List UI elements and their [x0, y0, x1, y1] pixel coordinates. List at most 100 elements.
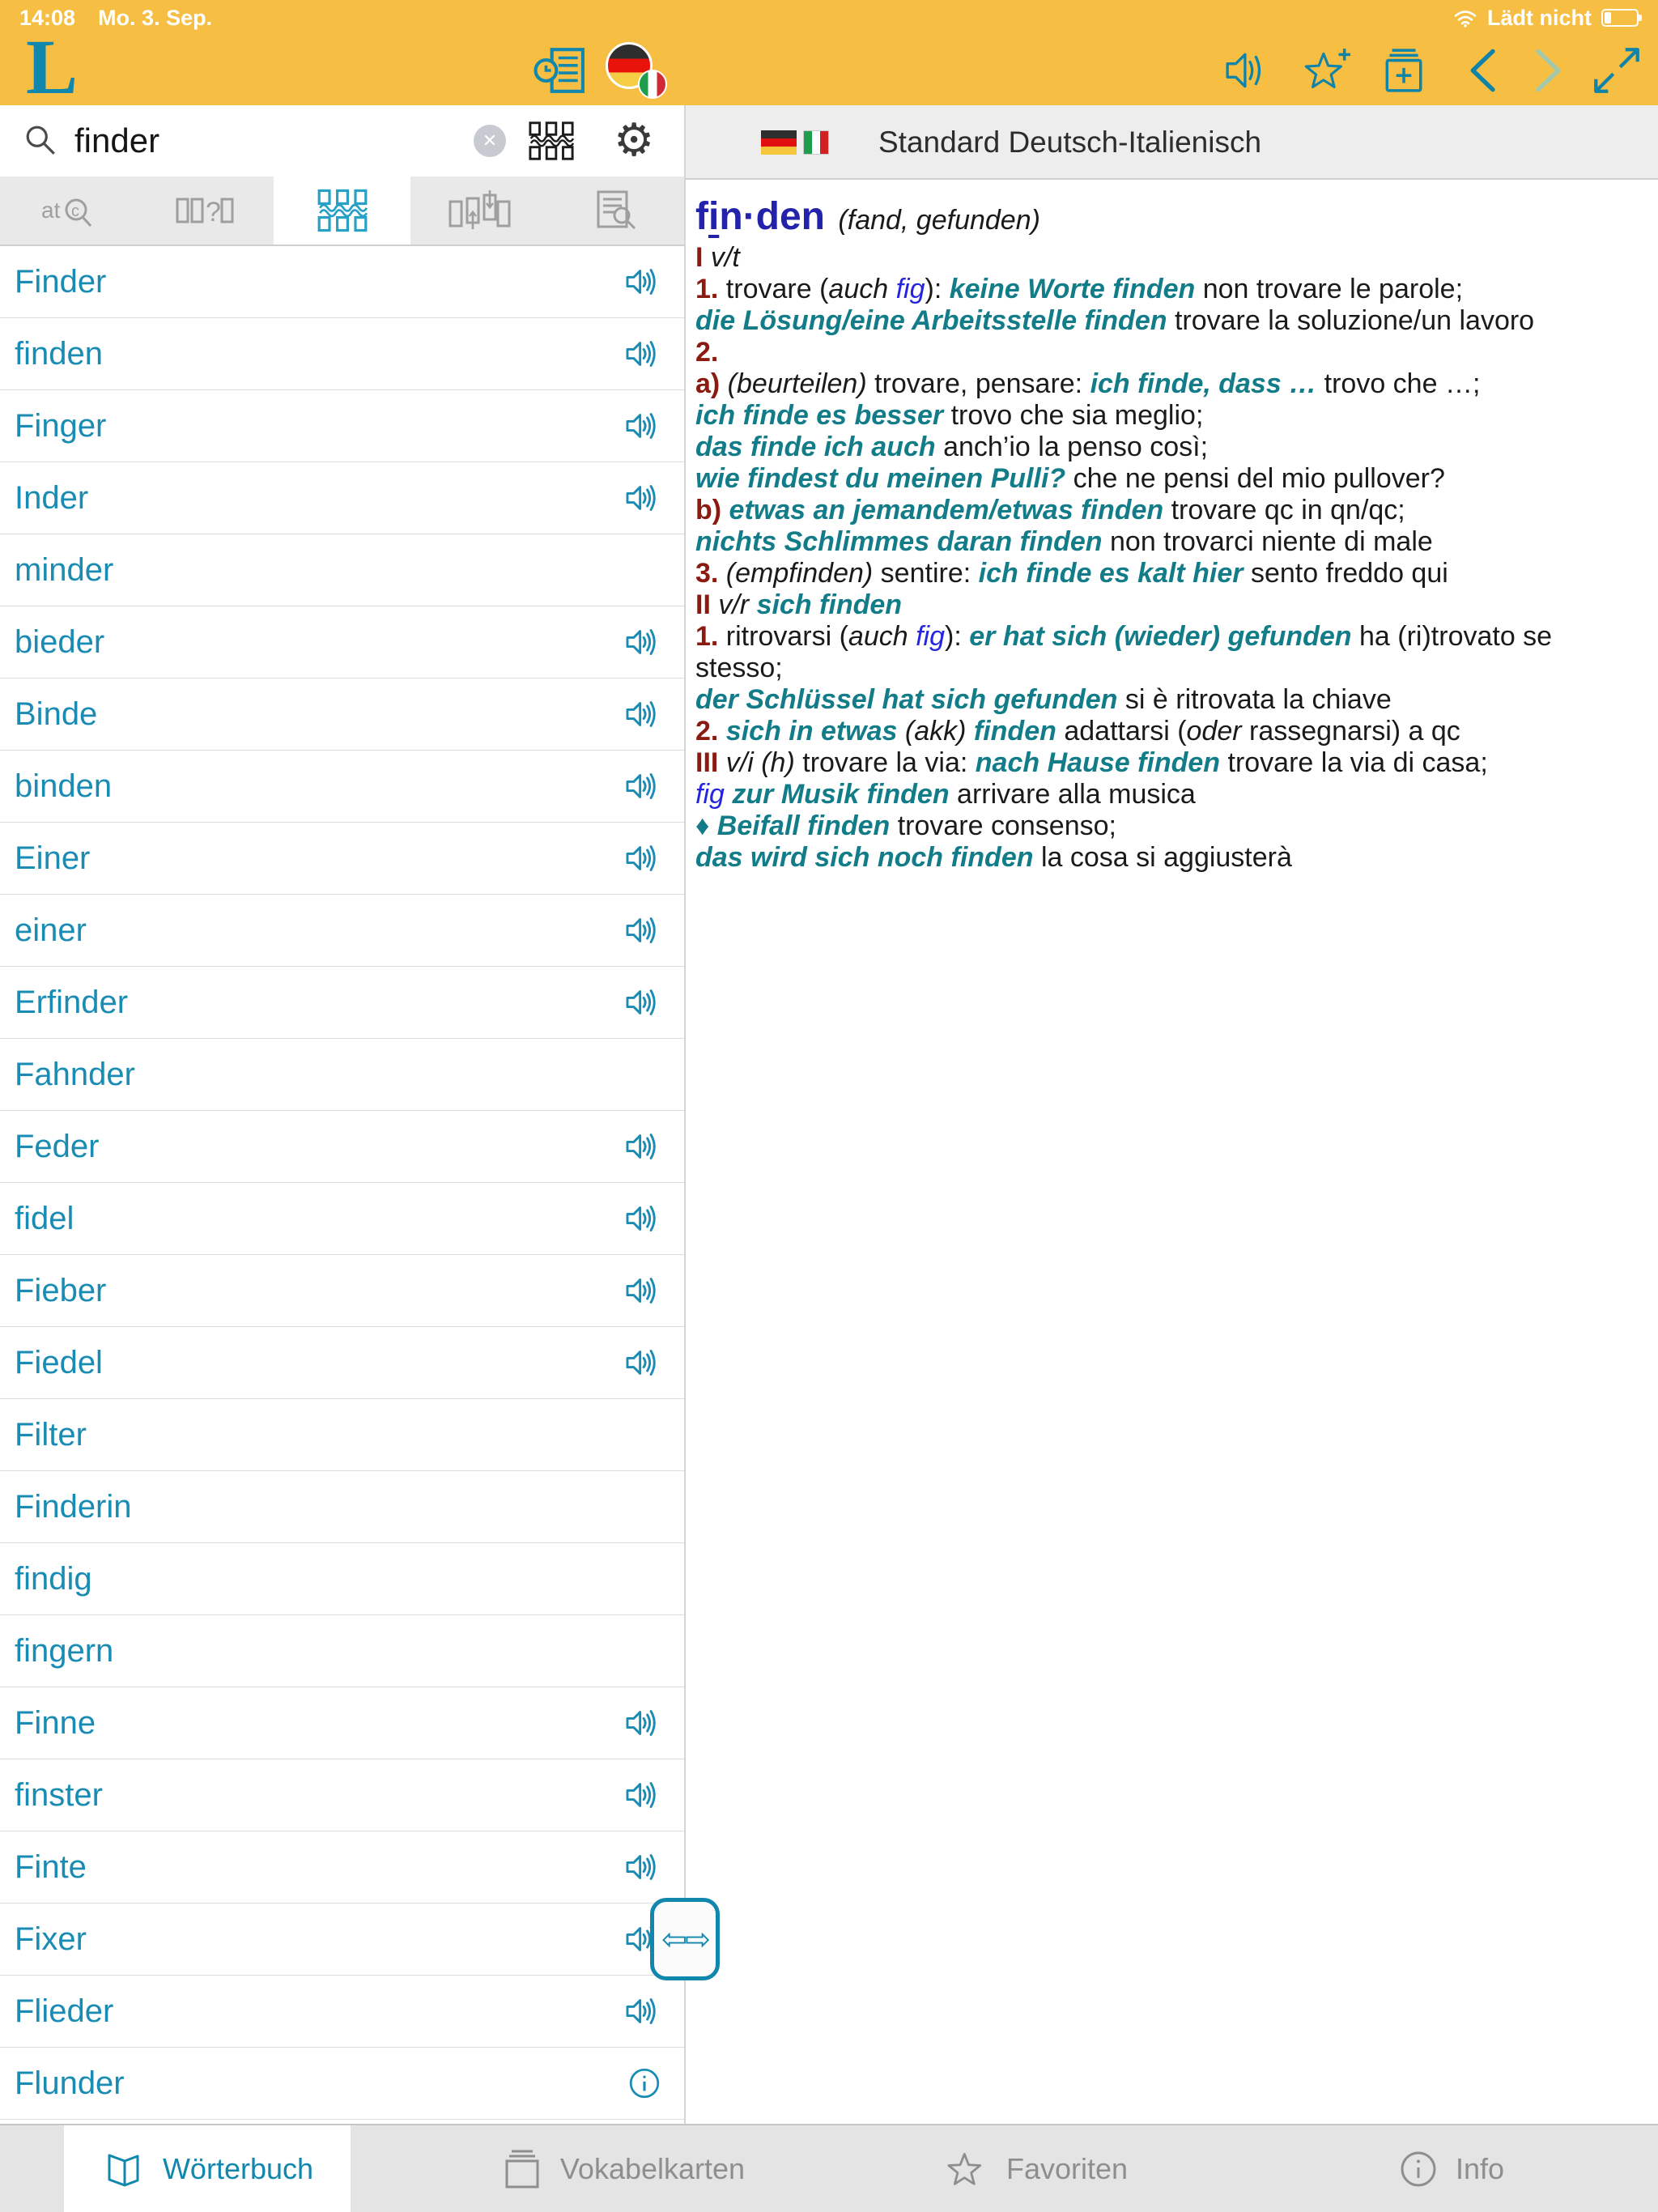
speaker-icon[interactable] [624, 699, 661, 730]
speaker-icon[interactable] [624, 338, 661, 369]
language-direction-button[interactable] [601, 36, 675, 105]
speaker-icon[interactable] [624, 1203, 661, 1234]
word-list-item[interactable]: bieder [0, 606, 684, 678]
speaker-icon[interactable] [624, 627, 661, 657]
word-label: Einer [15, 840, 91, 876]
speaker-icon[interactable] [624, 987, 661, 1018]
wifi-icon [1453, 9, 1477, 28]
svg-text:at: at [41, 198, 61, 223]
nav-item-vokabelkarten[interactable]: Vokabelkarten [414, 2125, 829, 2212]
entry-paragraph: fig zur Musik finden arrivare alla music… [695, 779, 1642, 810]
tab-exact-search[interactable]: at c [0, 177, 137, 245]
history-button[interactable] [528, 36, 593, 105]
word-list-item[interactable]: Einer [0, 823, 684, 895]
speaker-icon[interactable] [624, 410, 661, 441]
chevron-right-icon [1532, 47, 1567, 94]
cross-reference-link[interactable]: fig [895, 274, 925, 304]
settings-button[interactable]: ⚙ [614, 105, 654, 177]
entry-run: trovo che sia meglio; [943, 400, 1204, 431]
entry-run: der Schlüssel hat sich gefunden [695, 684, 1118, 715]
speaker-icon[interactable] [624, 1708, 661, 1738]
word-list-item[interactable]: Flieder [0, 1976, 684, 2048]
speaker-icon[interactable] [624, 1275, 661, 1306]
nav-item-favoriten[interactable]: Favoriten [829, 2125, 1244, 2212]
word-list-item[interactable]: Flunder [0, 2048, 684, 2120]
fuzzy-mode-icon[interactable] [528, 105, 575, 177]
word-list-item[interactable]: Fahnder [0, 1039, 684, 1111]
nav-item-info[interactable]: Info [1244, 2125, 1658, 2212]
word-list-item[interactable]: Finne [0, 1687, 684, 1759]
word-list-item[interactable]: binden [0, 751, 684, 823]
speaker-icon[interactable] [624, 1996, 661, 2027]
nav-item-woerterbuch[interactable]: Wörterbuch [0, 2125, 414, 2212]
word-list-item[interactable]: finster [0, 1759, 684, 1831]
word-list-item[interactable]: Finger [0, 390, 684, 462]
speaker-icon[interactable] [624, 1347, 661, 1378]
speaker-icon [1224, 50, 1271, 91]
entry-run: trovare la soluzione/un lavoro [1167, 305, 1535, 336]
word-list-item[interactable]: Fixer [0, 1904, 684, 1976]
word-list-item[interactable]: Fiedel [0, 1327, 684, 1399]
add-favorite-button[interactable] [1300, 36, 1354, 105]
word-list-item[interactable]: Finderin [0, 1471, 684, 1543]
entry-run: v/r [710, 589, 750, 620]
tab-word-forms-search[interactable] [410, 177, 547, 245]
entry-paragraph: der Schlüssel hat sich gefunden si è rit… [695, 684, 1642, 716]
nav-back-button[interactable] [1457, 36, 1506, 105]
speaker-icon[interactable] [624, 266, 661, 297]
word-list-item[interactable]: fingern [0, 1615, 684, 1687]
tab-wildcard-search[interactable]: ? [137, 177, 274, 245]
status-bar: 14:08 Mo. 3. Sep. Lädt nicht [0, 0, 1658, 36]
fullscreen-button[interactable] [1588, 36, 1645, 105]
word-list-item[interactable]: Feder [0, 1111, 684, 1183]
entry-run: trovare ( [718, 274, 829, 304]
cross-reference-link[interactable]: fig [916, 621, 946, 652]
word-list-item[interactable]: minder [0, 534, 684, 606]
speaker-icon[interactable] [624, 1780, 661, 1810]
search-input[interactable] [74, 105, 455, 177]
word-list-item[interactable]: Fieber [0, 1255, 684, 1327]
clear-icon: ✕ [474, 125, 506, 157]
word-list-item[interactable]: Finte [0, 1831, 684, 1904]
battery-status-label: Lädt nicht [1487, 5, 1592, 30]
headword-inflection: (fand, gefunden) [838, 205, 1040, 236]
cross-reference-link[interactable]: fig [695, 779, 725, 810]
tab-fuzzy-search[interactable] [274, 177, 410, 245]
entry-run: nichts Schlimmes daran finden [695, 526, 1103, 557]
speaker-icon[interactable] [624, 843, 661, 874]
word-list-item[interactable]: fidel [0, 1183, 684, 1255]
word-list-item[interactable]: einer [0, 895, 684, 967]
word-list-item[interactable]: findig [0, 1543, 684, 1615]
word-label: Finte [15, 1848, 87, 1885]
entry-paragraph: 2. [695, 337, 1642, 368]
panel-resize-handle[interactable]: ⇦⇨ [650, 1898, 720, 1980]
word-list-item[interactable]: Inder [0, 462, 684, 534]
speaker-icon[interactable] [624, 1852, 661, 1882]
word-list-item[interactable]: Binde [0, 678, 684, 751]
word-list-item[interactable]: Erfinder [0, 967, 684, 1039]
word-label: Binde [15, 696, 98, 732]
speaker-icon[interactable] [624, 915, 661, 946]
entry-paragraph: nichts Schlimmes daran finden non trovar… [695, 526, 1642, 558]
italian-flag-icon [803, 130, 829, 155]
nav-forward-button[interactable] [1525, 36, 1574, 105]
add-flashcard-button[interactable] [1376, 36, 1430, 105]
speaker-icon[interactable] [624, 1131, 661, 1162]
speaker-icon[interactable] [624, 771, 661, 802]
word-label: fingern [15, 1632, 114, 1669]
info-icon[interactable] [627, 2066, 661, 2100]
word-list-item[interactable]: finden [0, 318, 684, 390]
speaker-icon[interactable] [624, 483, 661, 513]
word-label: fidel [15, 1200, 74, 1236]
word-list-item[interactable]: Filter [0, 1399, 684, 1471]
tab-fulltext-search[interactable] [547, 177, 684, 245]
word-label: Feder [15, 1128, 100, 1164]
entry-run: I [695, 242, 704, 273]
entry-run: III [695, 747, 719, 778]
entry-run: la cosa si aggiusterà [1033, 842, 1292, 873]
clear-search-button[interactable]: ✕ [474, 105, 506, 177]
word-list-item[interactable]: Finder [0, 246, 684, 318]
entry-run: 1. [695, 621, 719, 652]
pronounce-button[interactable] [1221, 36, 1274, 105]
